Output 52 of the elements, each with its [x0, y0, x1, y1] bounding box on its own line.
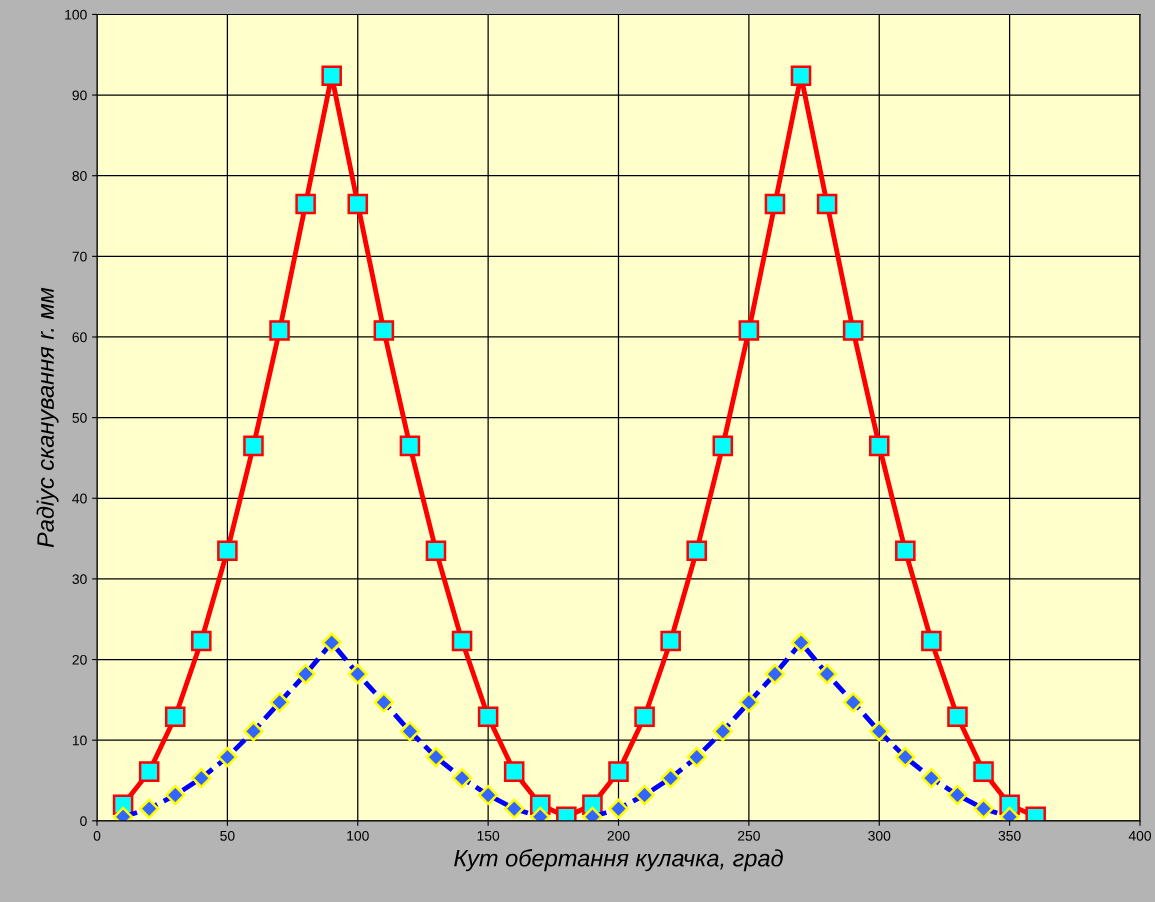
- y-tick-label: 50: [72, 412, 87, 423]
- point: [451, 630, 473, 652]
- x-tick-label: 150: [477, 830, 500, 841]
- y-tick-label: 100: [65, 9, 87, 20]
- point: [790, 65, 812, 86]
- point: [973, 761, 994, 782]
- point: [842, 320, 864, 341]
- x-tick-label: 350: [998, 830, 1021, 841]
- point: [243, 435, 264, 457]
- x-tick-label: 50: [220, 830, 235, 841]
- point: [399, 435, 421, 457]
- point: [373, 320, 395, 341]
- x-tick-label: 0: [93, 830, 101, 841]
- x-tick-label: 100: [347, 830, 369, 841]
- point: [686, 540, 707, 561]
- point: [947, 706, 968, 728]
- point: [217, 540, 238, 561]
- y-tick-label: 80: [72, 171, 87, 181]
- point: [191, 630, 212, 652]
- point: [764, 193, 786, 215]
- point: [164, 706, 186, 728]
- x-tick-label: 300: [868, 830, 891, 841]
- point: [321, 65, 342, 86]
- point: [477, 706, 499, 728]
- y-tick-label: 10: [72, 735, 87, 746]
- y-tick-label: 40: [72, 493, 87, 504]
- point: [608, 761, 629, 782]
- y-axis-title: Радіус сканування r. мм: [36, 287, 59, 548]
- y-tick-label: 90: [72, 90, 87, 101]
- y-tick-label: 70: [72, 251, 87, 262]
- point: [269, 320, 290, 341]
- point: [816, 193, 838, 215]
- x-axis-title: Кут обертання кулачка, град: [454, 849, 783, 872]
- point: [660, 630, 681, 652]
- point: [868, 435, 890, 457]
- point: [138, 761, 160, 782]
- point: [425, 540, 447, 561]
- x-tick-label: 200: [607, 830, 630, 841]
- y-tick-label: 30: [72, 574, 87, 585]
- point: [712, 435, 734, 457]
- y-tick-label: 60: [72, 332, 87, 343]
- point: [738, 320, 760, 341]
- point: [895, 540, 916, 561]
- point: [503, 761, 525, 782]
- x-tick-label: 400: [1128, 830, 1152, 841]
- x-tick-label: 250: [737, 830, 760, 841]
- point: [921, 630, 942, 652]
- y-tick-label: 0: [80, 816, 87, 826]
- point: [634, 706, 655, 728]
- point: [295, 193, 316, 215]
- y-tick-label: 20: [72, 654, 87, 665]
- point: [347, 193, 369, 215]
